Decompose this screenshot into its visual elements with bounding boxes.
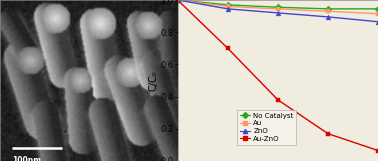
Legend: No Catalyst, Au, ZnO, Au-ZnO: No Catalyst, Au, ZnO, Au-ZnO xyxy=(237,110,296,145)
Text: 100nm: 100nm xyxy=(12,156,41,161)
Y-axis label: C/C₀: C/C₀ xyxy=(149,70,159,91)
